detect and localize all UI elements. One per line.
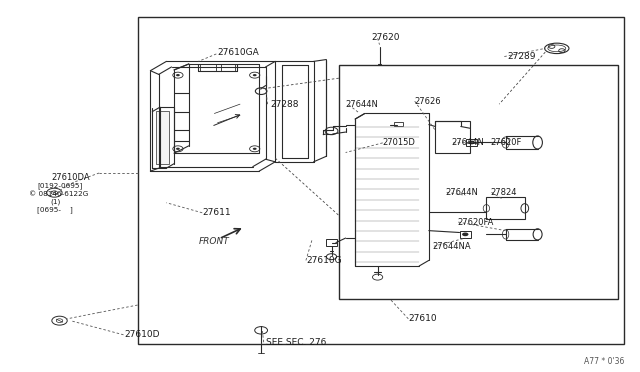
Circle shape <box>468 141 475 144</box>
Text: 27644N: 27644N <box>346 100 378 109</box>
Circle shape <box>176 148 180 150</box>
Bar <box>200 64 216 71</box>
Text: 27644N: 27644N <box>452 138 484 147</box>
Circle shape <box>462 232 468 236</box>
Text: 27610D: 27610D <box>125 330 160 339</box>
Bar <box>466 139 477 146</box>
Text: [0192-0695]: [0192-0695] <box>37 183 83 189</box>
Text: FRONT: FRONT <box>198 237 229 246</box>
Text: SEE SEC. 276: SEE SEC. 276 <box>266 338 326 347</box>
Circle shape <box>176 74 180 76</box>
Text: [0695-    ]: [0695- ] <box>37 206 73 213</box>
Bar <box>339 65 618 299</box>
Text: A77 * 0'36: A77 * 0'36 <box>584 357 624 366</box>
Text: 27288: 27288 <box>270 100 299 109</box>
Text: 27620: 27620 <box>371 33 400 42</box>
Text: 27289: 27289 <box>507 52 536 61</box>
Bar <box>326 239 337 246</box>
Text: 27610G: 27610G <box>306 256 342 265</box>
Text: 27620F: 27620F <box>490 138 522 147</box>
Text: 27610DA: 27610DA <box>51 173 90 182</box>
Text: (1): (1) <box>50 198 60 205</box>
Text: 27824: 27824 <box>490 188 516 197</box>
Text: 27611: 27611 <box>202 208 231 217</box>
Text: 27610: 27610 <box>408 314 437 323</box>
Text: 27626: 27626 <box>415 97 442 106</box>
Text: 27620FA: 27620FA <box>457 218 493 227</box>
Bar <box>156 111 169 164</box>
Bar <box>138 17 624 344</box>
Text: 27644N: 27644N <box>445 188 478 197</box>
Circle shape <box>253 74 257 76</box>
Text: 27644NA: 27644NA <box>433 242 471 251</box>
Text: © 08146-6122G: © 08146-6122G <box>29 191 89 197</box>
Bar <box>394 122 403 126</box>
Bar <box>460 231 471 238</box>
Text: 27610GA: 27610GA <box>218 48 259 57</box>
Bar <box>435 121 470 153</box>
Bar <box>486 197 525 219</box>
Text: 27015D: 27015D <box>383 138 415 147</box>
Bar <box>221 64 235 71</box>
Circle shape <box>253 148 257 150</box>
